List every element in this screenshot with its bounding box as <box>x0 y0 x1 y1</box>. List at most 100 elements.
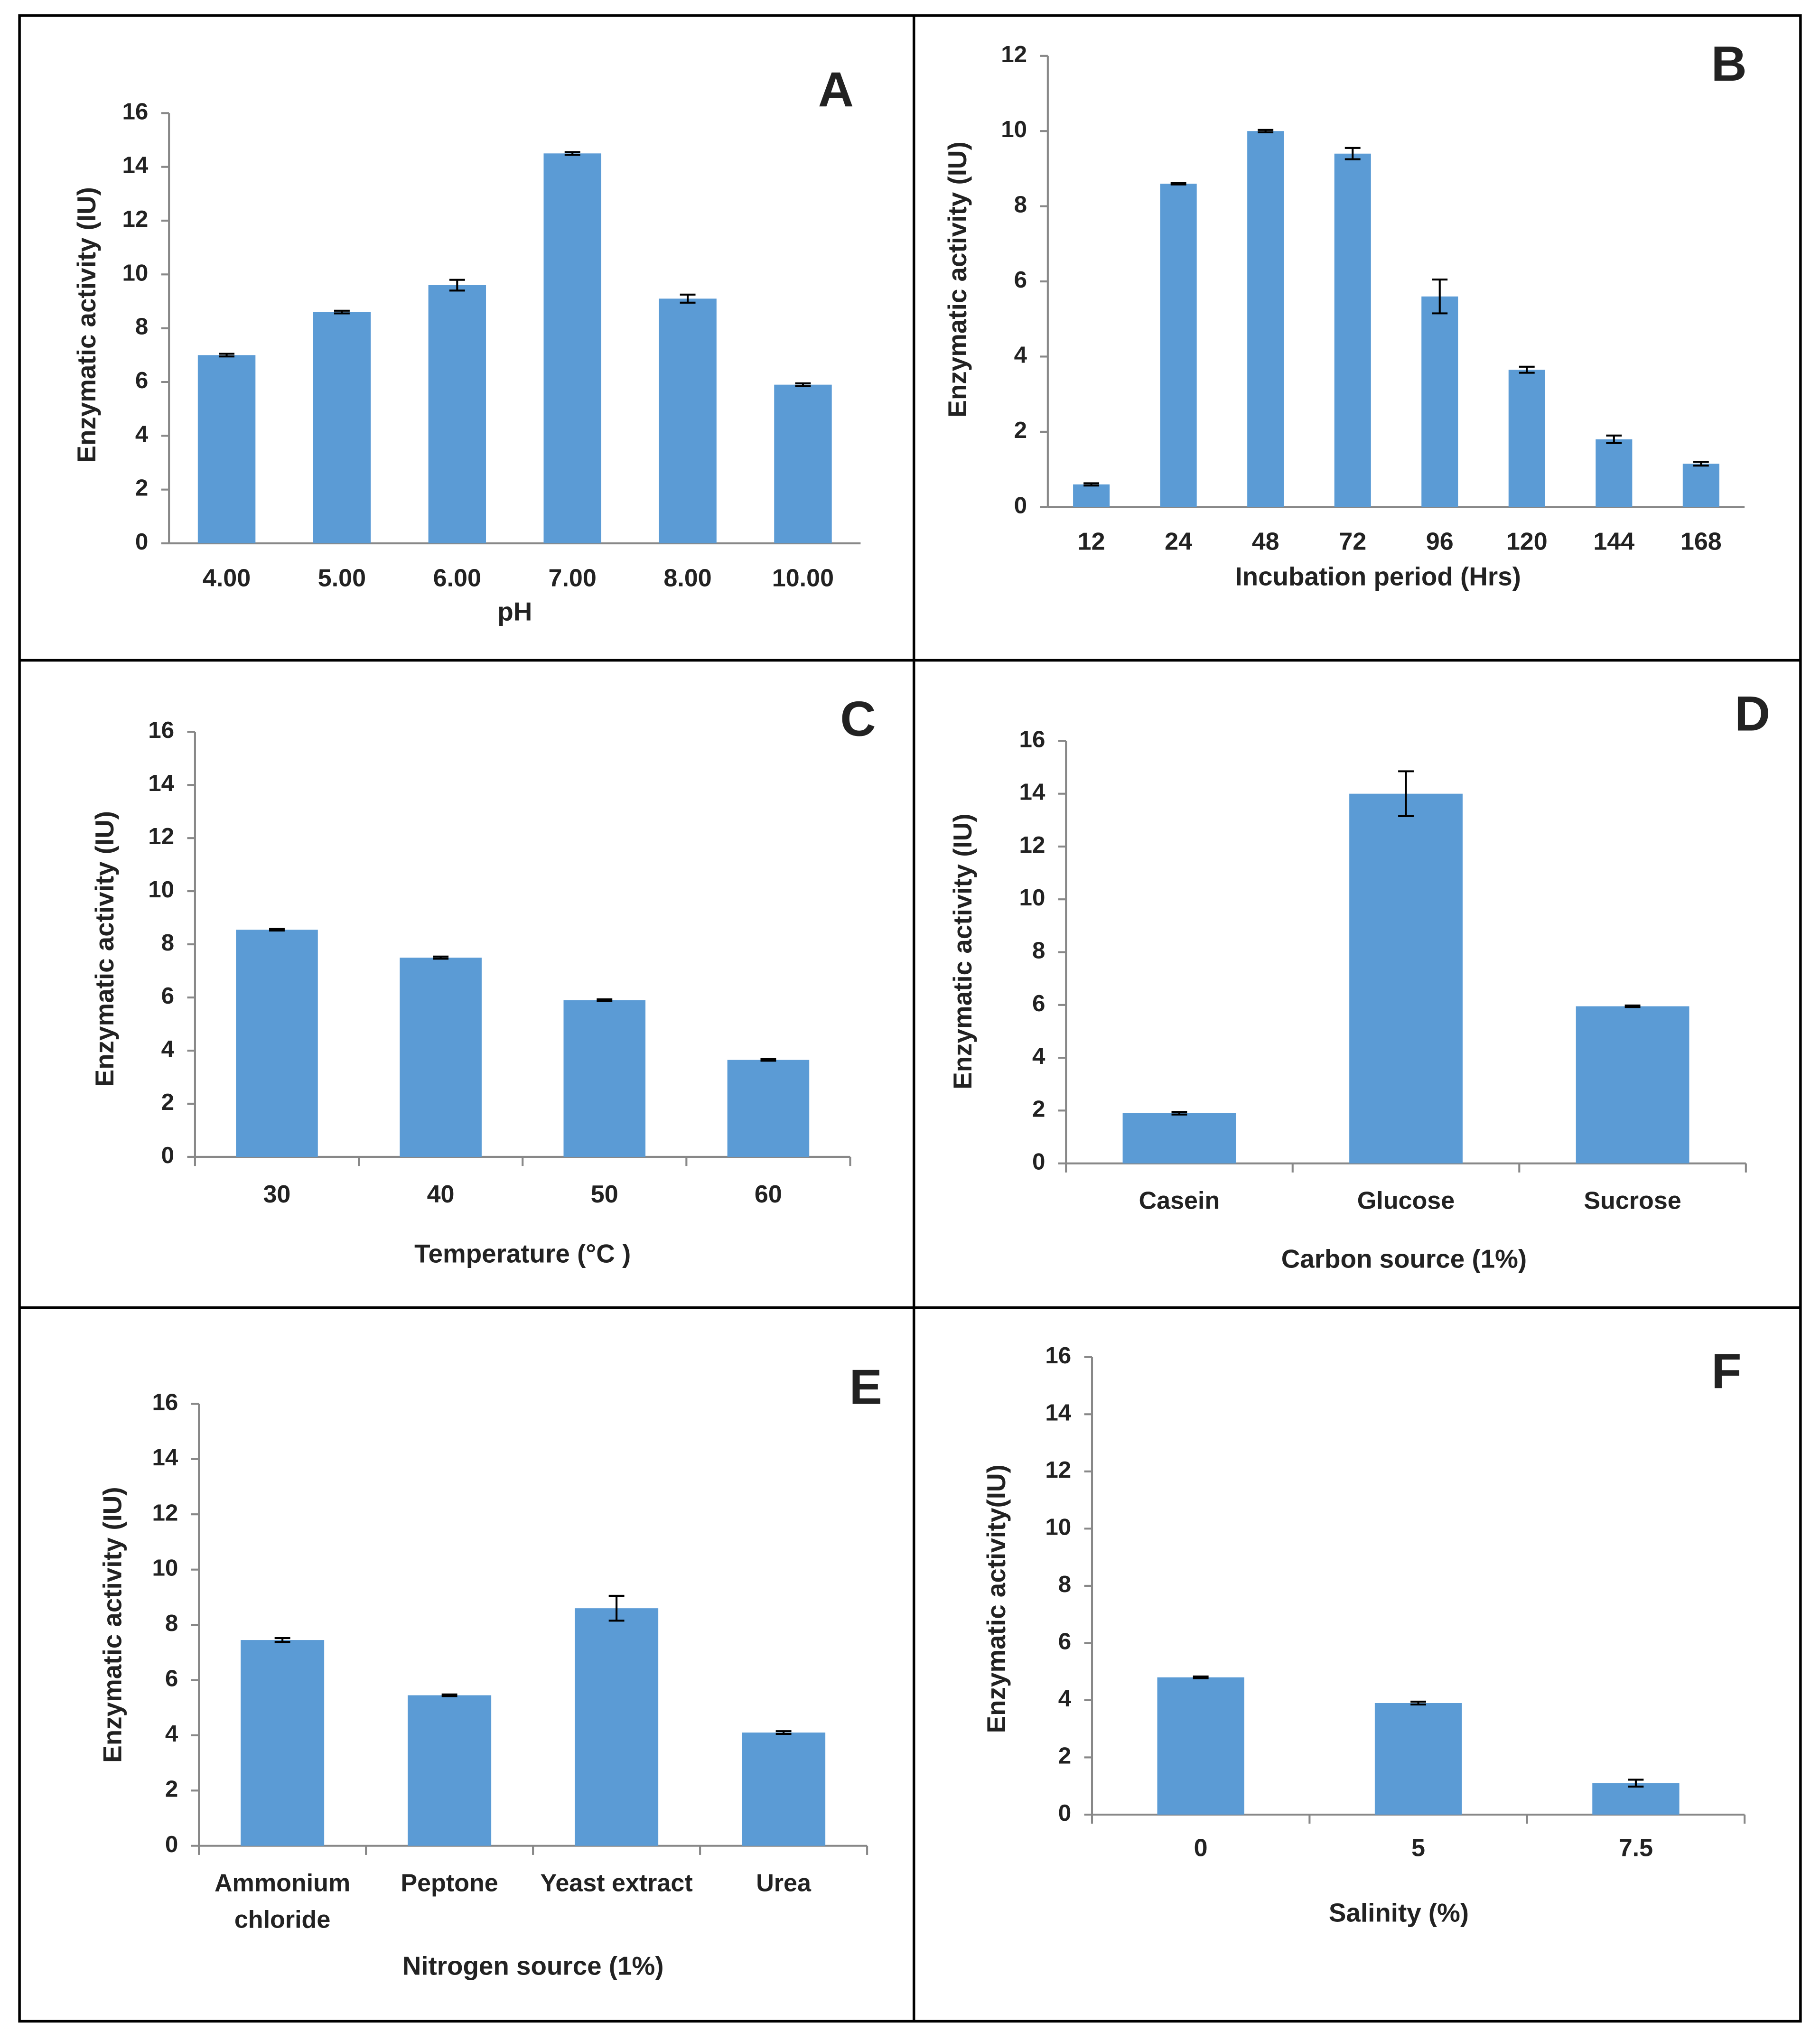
y-tick-label: 2 <box>135 475 148 501</box>
x-tick-label: 50 <box>590 1181 618 1209</box>
y-tick-label: 10 <box>1045 1514 1071 1540</box>
x-tick-label-box: 12 <box>1077 529 1105 557</box>
x-tick-label-box: 40 <box>427 1182 455 1209</box>
x-tick-label: Peptone <box>401 1870 498 1898</box>
y-tick-label: 6 <box>1014 267 1027 293</box>
bar <box>1157 1677 1244 1815</box>
x-tick-label: 5 <box>1411 1835 1426 1863</box>
x-axis-label: Nitrogen source (1%) <box>402 1951 664 1981</box>
y-tick-label: 2 <box>161 1089 174 1115</box>
panel-letter: D <box>1735 687 1770 742</box>
x-tick-label: 168 <box>1680 529 1722 557</box>
bar <box>575 1608 659 1846</box>
x-tick-label-box: Glucose <box>1357 1188 1455 1216</box>
y-axis-label: Enzymatic activity (IU) <box>948 813 977 1089</box>
y-tick-label: 16 <box>152 1389 178 1415</box>
y-axis-label: Enzymatic activity (IU) <box>943 141 972 417</box>
x-tick-label: 96 <box>1426 529 1454 557</box>
x-tick-label-box: 60 <box>754 1181 782 1209</box>
error-bar <box>1258 129 1274 133</box>
error-bar <box>760 1058 776 1062</box>
y-tick-label: 14 <box>148 770 174 796</box>
y-tick-label: 0 <box>1032 1149 1045 1175</box>
x-tick-label-box: 48 <box>1252 529 1279 557</box>
bar <box>1596 439 1633 507</box>
y-tick-label: 6 <box>135 367 148 393</box>
y-tick-label: 8 <box>165 1610 178 1636</box>
bar <box>400 958 482 1157</box>
y-tick-label: 16 <box>1019 726 1045 752</box>
frame <box>18 14 1802 2023</box>
y-tick-label: 10 <box>152 1555 178 1581</box>
y-tick-label: 0 <box>165 1831 178 1857</box>
y-tick-label: 12 <box>152 1500 178 1526</box>
x-tick-label-box: 30 <box>263 1182 290 1209</box>
error-bar <box>564 151 580 156</box>
error-bar <box>1606 434 1622 444</box>
x-tick-label-box: 0 <box>1194 1835 1208 1863</box>
x-axis-label: pH <box>497 596 532 626</box>
error-bar <box>680 293 696 304</box>
y-tick-label: 12 <box>1019 832 1045 858</box>
y-tick-label: 16 <box>148 717 174 743</box>
x-tick-label-box: 10.00 <box>772 565 834 593</box>
x-tick-label: 24 <box>1165 529 1193 557</box>
y-tick-label: 4 <box>1058 1686 1072 1712</box>
bar <box>241 1640 325 1846</box>
bar <box>727 1060 810 1157</box>
error-bar <box>1193 1675 1209 1679</box>
bar <box>1073 484 1110 507</box>
x-tick-label: Casein <box>1139 1188 1220 1216</box>
error-bar <box>274 1637 290 1643</box>
bar <box>1592 1783 1680 1815</box>
x-tick-label: 12 <box>1077 529 1105 557</box>
error-bar <box>1171 1111 1187 1116</box>
error-bar <box>1410 1700 1426 1706</box>
y-tick-label: 4 <box>135 421 149 447</box>
y-tick-label: 12 <box>1045 1457 1071 1483</box>
error-bar <box>775 1730 792 1735</box>
x-tick-label-box: 5.00 <box>317 565 366 593</box>
x-tick-label: Urea <box>756 1870 811 1898</box>
error-bar <box>433 955 449 960</box>
error-bar <box>1624 1004 1641 1008</box>
y-axis-label: Enzymatic activity (IU) <box>72 187 101 463</box>
x-tick-label: Ammonium chloride <box>214 1870 351 1935</box>
bar <box>428 285 486 544</box>
y-tick-label: 0 <box>135 529 148 555</box>
bar <box>1374 1703 1462 1815</box>
error-bar <box>269 928 285 932</box>
y-tick-label: 14 <box>1019 779 1045 805</box>
x-tick-label-box: 144 <box>1593 529 1634 557</box>
x-tick-label: 60 <box>754 1181 782 1209</box>
x-tick-label: 5.00 <box>317 565 366 593</box>
y-axis-label: Enzymatic activity (IU) <box>98 1487 127 1762</box>
error-bar <box>1693 461 1709 467</box>
x-tick-label-box: Urea <box>756 1870 811 1898</box>
bar <box>774 384 832 544</box>
error-bar <box>449 279 465 292</box>
y-axis-label: Enzymatic activity(IU) <box>981 1464 1011 1733</box>
x-tick-label: 10.00 <box>772 565 834 593</box>
x-tick-label: 7.00 <box>548 565 597 593</box>
panel-letter: A <box>818 63 854 118</box>
y-tick-label: 0 <box>1014 492 1027 518</box>
y-tick-label: 4 <box>165 1721 178 1747</box>
bar <box>1160 184 1197 507</box>
x-tick-label-box: 7.00 <box>548 565 597 593</box>
bar <box>742 1733 826 1846</box>
bar <box>543 153 601 544</box>
y-tick-label: 10 <box>1019 885 1045 911</box>
x-tick-label: 6.00 <box>433 565 481 593</box>
x-axis-label: Carbon source (1%) <box>1281 1244 1527 1274</box>
error-bar <box>219 353 234 358</box>
y-tick-label: 4 <box>1032 1043 1045 1069</box>
y-tick-label: 8 <box>161 930 174 956</box>
bar <box>1334 153 1371 507</box>
x-tick-label-box: 5 <box>1411 1835 1426 1863</box>
error-bar <box>441 1693 457 1697</box>
x-tick-label: 8.00 <box>663 565 712 593</box>
error-bar <box>597 998 613 1002</box>
error-bar <box>1344 147 1361 160</box>
x-tick-label: 4.00 <box>202 565 251 593</box>
